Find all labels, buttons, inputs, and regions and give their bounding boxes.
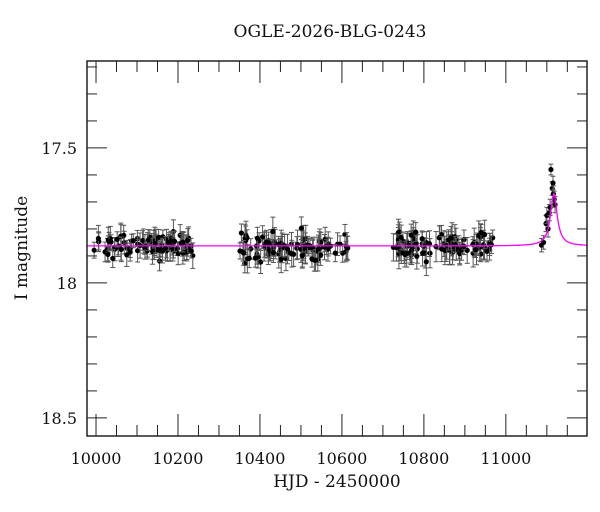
chart-title: OGLE-2026-BLG-0243 (233, 22, 427, 42)
plot-axes: 10000 10200 10400 10600 10800 11000 17.5 18 18.5 (41, 60, 588, 468)
x-tick-label: 10600 (316, 449, 367, 468)
x-tick-label: 10800 (398, 449, 449, 468)
y-tick-label: 18.5 (41, 409, 77, 428)
y-tick-label: 18 (57, 274, 77, 293)
x-tick-label: 10000 (71, 449, 122, 468)
x-tick-label: 10200 (153, 449, 204, 468)
x-axis-label: HJD - 2450000 (273, 472, 401, 492)
model-curve (87, 192, 588, 247)
y-tick-label: 17.5 (41, 139, 77, 158)
x-tick-label: 10400 (234, 449, 285, 468)
x-tick-label: 11000 (480, 449, 531, 468)
data-points (91, 163, 558, 277)
